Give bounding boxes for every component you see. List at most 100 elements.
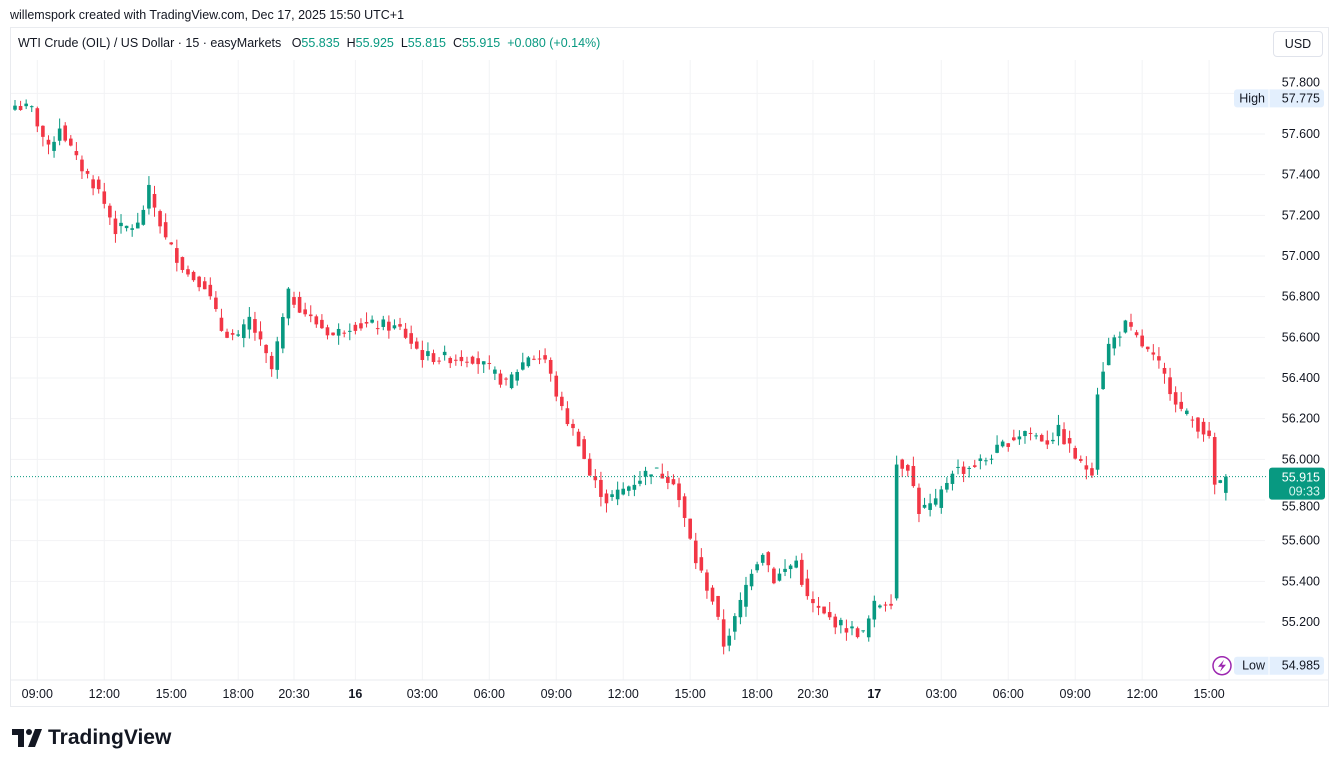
candle-body (476, 358, 480, 365)
candle-body (766, 552, 771, 566)
candle (1006, 442, 1011, 452)
candle (866, 615, 871, 642)
open-label: O (291, 36, 302, 50)
candle-body (202, 281, 207, 290)
candle (493, 366, 497, 381)
candle-body (543, 355, 547, 360)
candle (387, 315, 391, 339)
candle (816, 596, 821, 616)
candle (894, 455, 899, 601)
time-tick-label: 03:00 (926, 687, 957, 701)
candle-body (933, 498, 938, 505)
time-tick-label: 12:00 (1127, 687, 1158, 701)
candle-body (403, 328, 408, 338)
candle (755, 561, 759, 573)
candle-body (961, 466, 966, 474)
candle-body (1185, 410, 1189, 415)
candle (677, 477, 681, 508)
candle-body (1067, 438, 1072, 444)
candle-body (454, 359, 458, 361)
candle (1134, 329, 1139, 338)
candle-body (1151, 352, 1156, 355)
candle-body (470, 356, 475, 364)
time-tick-label: 17 (867, 687, 881, 701)
candle-body (917, 487, 921, 514)
candle (1157, 347, 1161, 369)
time-tick-label: 16 (348, 687, 362, 701)
close-value: 55.915 (462, 36, 501, 50)
candle (426, 342, 430, 361)
currency-button[interactable]: USD (1273, 31, 1323, 57)
candle (1095, 387, 1100, 475)
candle-body (554, 375, 559, 397)
candle-body (314, 316, 319, 325)
time-tick-label: 20:30 (278, 687, 309, 701)
candle (699, 548, 704, 573)
candle (1224, 474, 1228, 501)
candle-body (866, 618, 871, 638)
candle-body (74, 151, 79, 156)
candle (381, 315, 386, 331)
candle-body (816, 605, 821, 608)
price-tick-label: 57.800 (1282, 75, 1320, 89)
candle (1218, 479, 1223, 484)
candle (96, 176, 101, 194)
candle (945, 477, 949, 493)
candle-body (1095, 394, 1100, 470)
candle (448, 356, 453, 369)
candle-body (883, 604, 888, 606)
candle (253, 311, 257, 341)
candle-body (29, 106, 34, 108)
candle (593, 469, 598, 489)
candle (437, 357, 441, 365)
candle (565, 401, 570, 427)
candle (169, 242, 174, 246)
logo-text: TradingView (48, 726, 172, 749)
candle (1017, 430, 1022, 445)
candle-body (733, 616, 737, 632)
candle (163, 213, 168, 240)
time-tick-label: 09:00 (541, 687, 572, 701)
candle-body (509, 374, 514, 389)
candle (1151, 344, 1156, 361)
candle-body (621, 488, 626, 495)
candle (1062, 422, 1066, 445)
candle-body (749, 573, 754, 587)
chart-credit: willemspork created with TradingView.com… (10, 8, 405, 22)
candle-body (286, 288, 291, 319)
candle-body (1012, 437, 1016, 441)
candle (967, 466, 971, 478)
time-tick-label: 06:00 (993, 687, 1024, 701)
candle-body (331, 332, 335, 336)
candle (470, 355, 475, 365)
last-price-value: 55.915 (1282, 471, 1320, 485)
candle (716, 595, 720, 621)
candle (532, 355, 536, 361)
lightning-bolt (1218, 659, 1226, 672)
candle (504, 377, 508, 386)
candle-body (972, 465, 977, 467)
candle (63, 122, 68, 143)
candle-body (504, 378, 508, 380)
candle (1051, 432, 1055, 445)
change-value: +0.080 (+0.14%) (507, 36, 601, 50)
candle-body (135, 222, 140, 229)
time-tick-label: 15:00 (156, 687, 187, 701)
candle (855, 626, 860, 639)
candle (398, 317, 402, 331)
candle-body (292, 297, 296, 305)
candle (124, 225, 129, 232)
candle (1084, 456, 1089, 480)
tradingview-logo[interactable]: TradingView (12, 726, 171, 750)
candle-body (839, 619, 843, 626)
candle-body (113, 218, 118, 235)
candle-body (615, 489, 620, 500)
candle (861, 630, 865, 633)
candle-body (576, 431, 581, 447)
low-value: 55.815 (407, 36, 447, 50)
candle (1106, 337, 1111, 366)
candle-body (1056, 424, 1061, 437)
candle (554, 371, 559, 402)
open-value: 55.835 (301, 36, 340, 50)
